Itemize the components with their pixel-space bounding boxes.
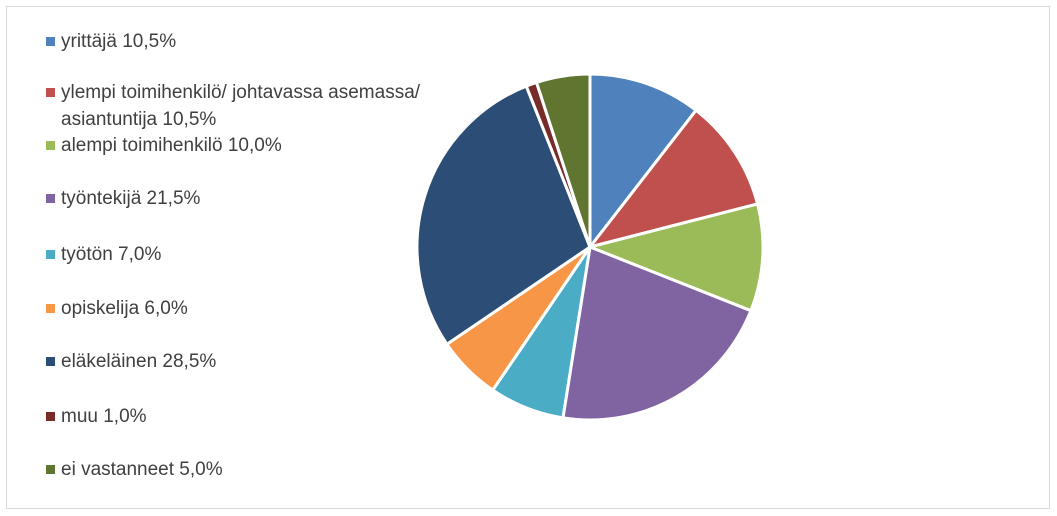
legend-swatch: [46, 465, 55, 474]
legend-swatch: [46, 304, 55, 313]
legend-item-alempi-toimihenkilo: alempi toimihenkilö 10,0%: [46, 132, 421, 159]
legend-label: yrittäjä 10,5%: [61, 31, 177, 52]
legend-label: ylempi toimihenkilö/ johtavassa asemassa…: [61, 82, 421, 130]
legend-item-muu: muu 1,0%: [46, 403, 421, 430]
pie-slice-0: [588, 72, 698, 249]
legend-item-opiskelija: opiskelija 6,0%: [46, 295, 421, 322]
legend-item-ei-vastanneet: ei vastanneet 5,0%: [46, 456, 421, 483]
legend: yrittäjä 10,5% ylempi toimihenkilö/ joht…: [46, 0, 446, 516]
legend-swatch: [46, 194, 55, 203]
legend-label: työtön 7,0%: [61, 244, 162, 265]
legend-swatch: [46, 250, 55, 259]
pie-slice-3: [561, 245, 753, 422]
legend-swatch: [46, 357, 55, 366]
legend-swatch: [46, 412, 55, 421]
legend-item-tyontekija: työntekijä 21,5%: [46, 185, 421, 212]
legend-swatch: [46, 141, 55, 150]
legend-item-ylempi-toimihenkilo: ylempi toimihenkilö/ johtavassa asemassa…: [46, 79, 421, 133]
legend-label: alempi toimihenkilö 10,0%: [61, 135, 282, 156]
legend-swatch: [46, 37, 55, 46]
legend-item-tyoton: työtön 7,0%: [46, 241, 421, 268]
legend-label: muu 1,0%: [61, 406, 147, 427]
legend-item-yrittaja: yrittäjä 10,5%: [46, 28, 421, 55]
legend-item-elakelainen: eläkeläinen 28,5%: [46, 348, 421, 375]
pie-slices: [415, 72, 765, 422]
pie-slice-1: [588, 108, 760, 249]
chart-frame: [6, 6, 1050, 509]
legend-label: ei vastanneet 5,0%: [61, 459, 223, 480]
pie-slice-2: [588, 202, 765, 313]
legend-swatch: [46, 88, 55, 97]
legend-label: opiskelija 6,0%: [61, 298, 188, 319]
pie-slice-8: [535, 72, 592, 249]
legend-label: työntekijä 21,5%: [61, 188, 201, 209]
legend-label: eläkeläinen 28,5%: [61, 351, 217, 372]
pie-slice-6: [415, 84, 592, 346]
